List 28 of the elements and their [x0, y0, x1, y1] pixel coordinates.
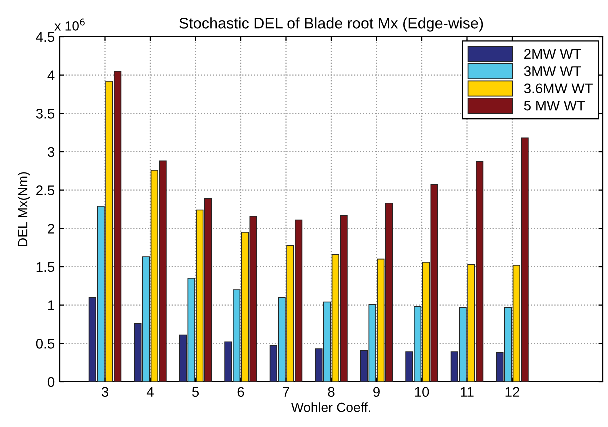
y-tick-label: 4 [48, 70, 55, 80]
legend-label: 5 MW WT [524, 101, 586, 111]
y-tick-label: 3.5 [36, 109, 55, 119]
y-tick-label: 0.5 [36, 339, 55, 349]
x-tick-label: 11 [461, 387, 474, 397]
text: x 10$^{6}$ [54, 18, 85, 31]
x-tick-label: 5 [192, 387, 200, 398]
legend-label: 3.6MW WT [524, 84, 593, 94]
y-tick-label: 3 [48, 147, 55, 158]
x-tick-label: 4 [146, 387, 154, 397]
y-tick-label: 1 [48, 300, 54, 310]
y-tick-label: 0 [48, 377, 55, 388]
x-tick-label: 12 [506, 387, 520, 397]
x-tick-label: 7 [283, 387, 290, 397]
x-tick-label: 6 [238, 387, 244, 398]
x-tick-label: 3 [102, 387, 108, 398]
y-tick-label: 1.5 [36, 262, 55, 272]
legend-label: 2MW WT [524, 49, 582, 59]
chart-title: Stochastic DEL of Blade root Mx (Edge-wise) [180, 18, 484, 32]
y-tick-label: 4.5 [36, 32, 55, 42]
y-axis-title: DEL Mx(Nm) [18, 172, 30, 246]
x-axis-title: Wohler Coeff. [291, 402, 370, 412]
y-tick-label: 2.5 [36, 186, 55, 196]
x-tick-label: 8 [328, 387, 335, 398]
y-tick-label: 2 [48, 224, 54, 234]
x-tick-label: 10 [415, 387, 430, 398]
legend-label: 3MW WT [524, 66, 582, 76]
x-tick-label: 9 [374, 387, 380, 398]
